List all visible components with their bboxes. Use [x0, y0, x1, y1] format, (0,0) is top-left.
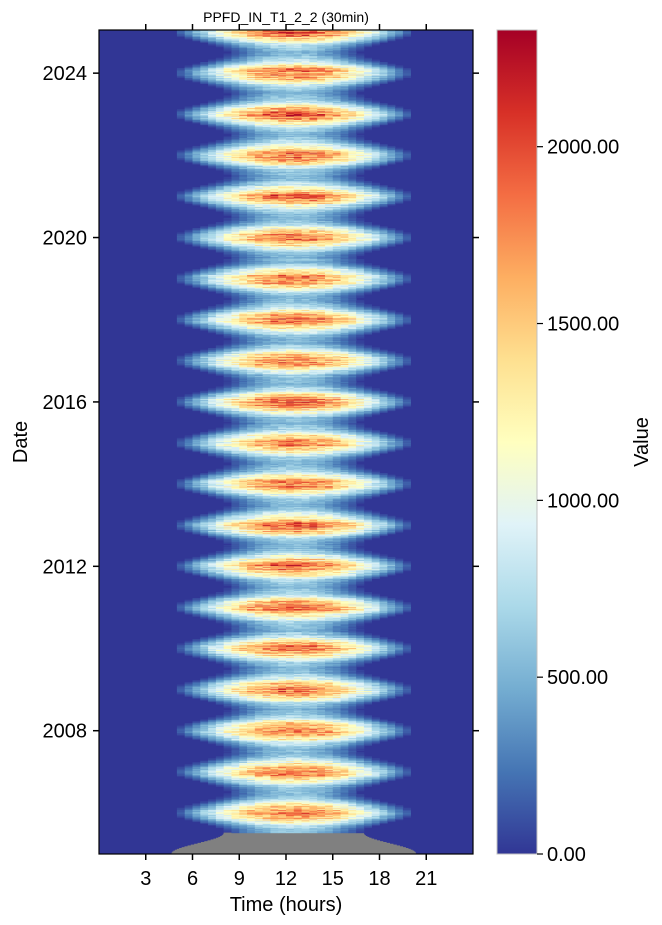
heatmap-cell: [403, 684, 411, 685]
heatmap-cell: [356, 794, 364, 795]
heatmap-cell: [356, 670, 364, 671]
heatmap-cell: [403, 726, 411, 727]
heatmap-cell: [224, 710, 232, 711]
heatmap-cell: [372, 717, 380, 718]
heatmap-cell: [387, 803, 395, 804]
heatmap-cell: [193, 721, 201, 722]
heatmap-cell: [380, 678, 388, 679]
heatmap-cell: [193, 762, 201, 763]
heatmap-cell: [177, 726, 185, 727]
heatmap-cell: [216, 715, 224, 716]
heatmap-cell: [216, 673, 224, 674]
heatmap-cell: [395, 682, 403, 683]
heatmap-cell: [216, 797, 224, 798]
heatmap-cell: [193, 680, 201, 681]
heatmap-cell: [185, 723, 193, 724]
heatmap-cell: [224, 750, 232, 751]
heatmap-cell: [395, 805, 403, 806]
heatmap-cell: [177, 684, 185, 685]
heatmap-cell: [372, 799, 380, 800]
heatmap-cell: [356, 750, 364, 751]
heatmap-cells: [99, 29, 473, 854]
heatmap-cell: [224, 712, 232, 713]
heatmap-cell: [224, 670, 232, 671]
heatmap-cell: [380, 802, 388, 803]
heatmap-cell: [364, 797, 372, 798]
heatmap-cell: [372, 758, 380, 759]
heatmap-cell: [208, 717, 216, 718]
heatmap-cell: [200, 761, 208, 762]
heatmap-cell: [364, 715, 372, 716]
heatmap-cell: [185, 682, 193, 683]
heatmap-cell: [395, 764, 403, 765]
heatmap-cell: [200, 720, 208, 721]
heatmap-cell: [208, 758, 216, 759]
heatmap-cell: [216, 756, 224, 757]
heatmap-cell: [224, 793, 232, 794]
heatmap-cell: [380, 720, 388, 721]
heatmap-cell: [403, 808, 411, 809]
heatmap-cell: [387, 762, 395, 763]
heatmap-cell: [364, 756, 372, 757]
chart-title: PPFD_IN_T1_2_2 (30min): [203, 9, 369, 25]
heatmap-cell: [185, 764, 193, 765]
heatmap-cell: [380, 760, 388, 761]
heatmap-cell: [356, 752, 364, 753]
heatmap-cell: [208, 676, 216, 677]
heatmap-cell: [387, 680, 395, 681]
heatmap-cell: [193, 803, 201, 804]
heatmap-cell: [177, 808, 185, 809]
heatmap-cell: [208, 799, 216, 800]
heatmap-cell: [403, 767, 411, 768]
heatmap-cell: [364, 674, 372, 675]
heatmap-cell: [177, 767, 185, 768]
heatmap-cell: [387, 721, 395, 722]
heatmap-cell: [200, 678, 208, 679]
heatmap-cell: [224, 753, 232, 754]
heatmap-cell: [185, 805, 193, 806]
heatmap-cell: [200, 801, 208, 802]
heatmap-cell: [372, 676, 380, 677]
heatmap-cell: [356, 710, 364, 711]
heatmap-cell: [395, 723, 403, 724]
